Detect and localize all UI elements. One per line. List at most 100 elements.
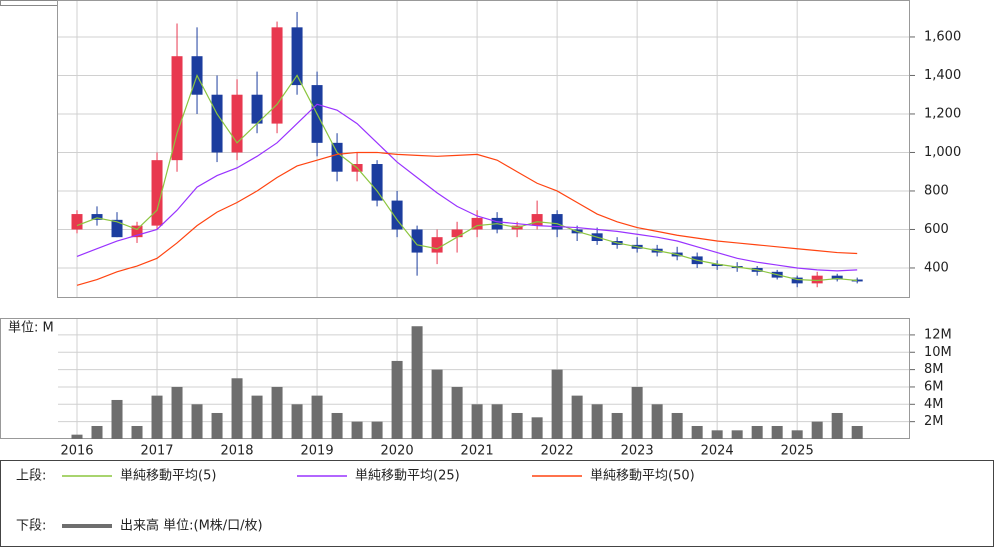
- volume-bar: [131, 425, 143, 439]
- volume-bar: [311, 395, 323, 439]
- volume-bar: [211, 412, 223, 439]
- price-frame: [57, 0, 910, 298]
- candle-body: [711, 264, 723, 267]
- y-tick-label: 600: [924, 222, 949, 237]
- candle-body: [131, 225, 143, 238]
- candle-body: [331, 142, 343, 172]
- x-tick-label: 2025: [781, 444, 814, 459]
- y-tick-label: 1,600: [924, 29, 961, 44]
- legend-entry: 単純移動平均(25): [355, 468, 460, 484]
- candle-body: [91, 214, 103, 220]
- volume-bar: [751, 425, 763, 439]
- volume-bar: [731, 430, 743, 439]
- y-tick-label: 12M: [924, 327, 952, 342]
- volume-bar: [691, 425, 703, 439]
- candle-body: [271, 27, 283, 124]
- volume-bar: [591, 404, 603, 439]
- volume-bar: [231, 378, 243, 439]
- candle-body: [391, 200, 403, 230]
- candle-body: [791, 277, 803, 284]
- y-tick-label: 1,200: [924, 106, 961, 121]
- volume-bar: [671, 412, 683, 439]
- volume-bar: [791, 430, 803, 439]
- y-tick-label: 1,000: [924, 145, 961, 160]
- volume-bar: [371, 421, 383, 439]
- volume-bar: [851, 425, 863, 439]
- y-tick-label: 10M: [924, 345, 952, 360]
- volume-bar: [191, 404, 203, 439]
- volume-bar: [531, 417, 543, 439]
- volume-bar: [511, 412, 523, 439]
- legend-entry: 出来高 単位:(M株/口/枚): [120, 518, 263, 534]
- volume-bar: [391, 360, 403, 439]
- legend-entry: 単純移動平均(5): [120, 468, 216, 484]
- x-tick-label: 2016: [60, 444, 93, 459]
- legend-label: 上段:: [16, 469, 46, 484]
- volume-bar: [171, 386, 183, 439]
- volume-bar: [471, 404, 483, 439]
- candle-body: [451, 229, 463, 238]
- volume-bar: [451, 386, 463, 439]
- candle-body: [831, 275, 843, 280]
- candle-body: [471, 217, 483, 230]
- legend-entry: 単純移動平均(50): [590, 468, 695, 484]
- volume-bar: [331, 412, 343, 439]
- volume-bar: [411, 326, 423, 439]
- unit-label: 単位: M: [8, 320, 54, 336]
- legend-label: 下段:: [16, 519, 46, 534]
- candle-body: [431, 237, 443, 253]
- volume-bar: [151, 395, 163, 439]
- volume-bar: [811, 421, 823, 439]
- candle-body: [171, 56, 183, 161]
- candle-body: [151, 160, 163, 226]
- candle-body: [531, 214, 543, 226]
- candle-body: [291, 27, 303, 86]
- volume-bar: [631, 386, 643, 439]
- x-tick-label: 2021: [461, 444, 494, 459]
- volume-bar: [611, 412, 623, 439]
- candle-body: [251, 94, 263, 124]
- x-tick-label: 2020: [381, 444, 414, 459]
- x-tick-label: 2017: [140, 444, 173, 459]
- x-tick-label: 2022: [541, 444, 574, 459]
- volume-bar: [351, 421, 363, 439]
- y-tick-label: 2M: [924, 414, 944, 429]
- y-tick-label: 400: [924, 260, 949, 275]
- volume-bar: [91, 425, 103, 439]
- candle-body: [111, 219, 123, 238]
- y-tick-label: 6M: [924, 379, 944, 394]
- y-tick-label: 1,400: [924, 68, 961, 83]
- volume-bar: [711, 430, 723, 439]
- candle-body: [211, 94, 223, 153]
- y-tick-label: 800: [924, 183, 949, 198]
- legend-box: [0, 460, 994, 547]
- ma-line: [76, 151, 858, 286]
- volume-bar: [771, 425, 783, 439]
- candle-body: [231, 94, 243, 153]
- volume-bar: [111, 399, 123, 439]
- volume-bar: [71, 434, 83, 439]
- y-tick-label: 4M: [924, 397, 944, 412]
- volume-bar: [291, 404, 303, 439]
- x-tick-label: 2023: [621, 444, 654, 459]
- x-tick-label: 2019: [301, 444, 334, 459]
- volume-bar: [491, 404, 503, 439]
- volume-bar: [651, 404, 663, 439]
- volume-bar: [551, 369, 563, 439]
- candle-body: [811, 275, 823, 284]
- x-tick-label: 2024: [701, 444, 734, 459]
- candle-body: [411, 229, 423, 253]
- x-tick-label: 2018: [220, 444, 253, 459]
- volume-bar: [251, 395, 263, 439]
- ma-line: [76, 103, 858, 272]
- volume-bar: [431, 369, 443, 439]
- candle-body: [371, 164, 383, 201]
- ma-line: [76, 73, 858, 282]
- candle-body: [551, 214, 563, 230]
- candle-body: [71, 214, 83, 230]
- candle-body: [851, 279, 863, 282]
- y-tick-label: 8M: [924, 362, 944, 377]
- volume-bar: [271, 386, 283, 439]
- volume-bar: [831, 412, 843, 439]
